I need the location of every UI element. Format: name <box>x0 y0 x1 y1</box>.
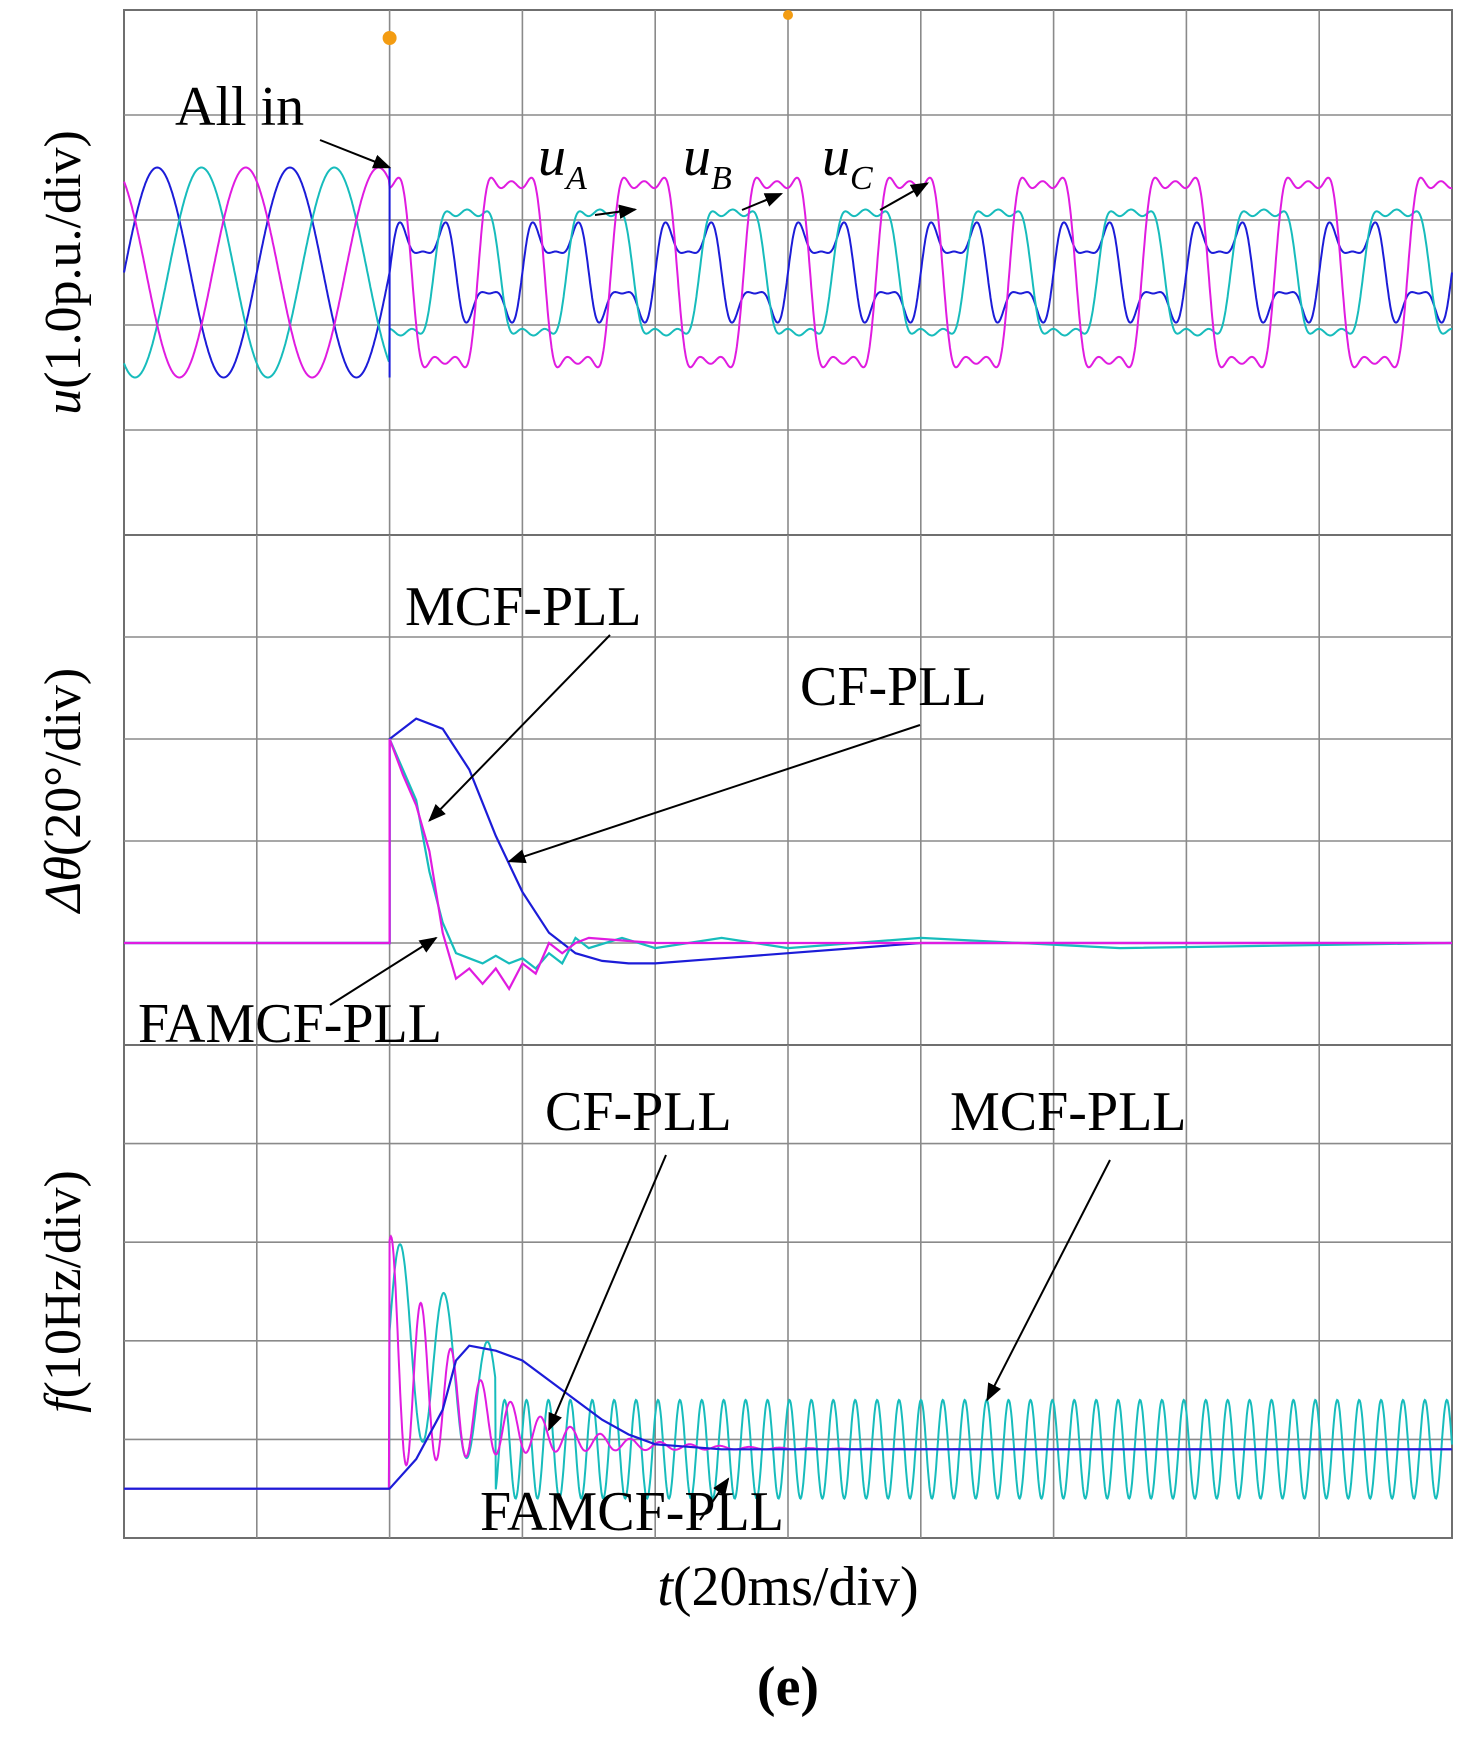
annotation-arrow <box>699 1477 730 1521</box>
trace-uA <box>123 166 1453 379</box>
y-axis-label-voltage: u(1.0p.u./div) <box>35 130 92 415</box>
panel-grid-phase_error <box>123 534 1453 1046</box>
annotation-arrow <box>879 182 930 211</box>
annotation-label-mcf-pll: MCF-PLL <box>950 1081 1187 1143</box>
trace-uB <box>123 166 1452 379</box>
axis-labels: u(1.0p.u./div) Δθ(20°/div) f(10Hz/div) t(20… <box>35 130 919 1718</box>
trigger-marker-icon <box>382 31 397 45</box>
y-axis-label-phase_error: Δθ(20°/div) <box>35 668 92 914</box>
annotation-label-mcf-pll: MCF-PLL <box>405 576 642 638</box>
annotation-arrow <box>741 192 784 211</box>
trace-uC <box>123 166 1453 379</box>
figure-caption: (e) <box>757 1656 819 1718</box>
trace-famcf-pll <box>124 738 1452 992</box>
annotation-label-u: uC <box>822 126 873 197</box>
scope-annotations: All in uA uB uC MCF-PLL CF-PLL FAMCF-PLL CF-PLL… <box>138 76 1187 1543</box>
scope-traces <box>123 10 1453 1500</box>
annotation-arrow <box>548 1154 667 1432</box>
trace-cf-pll <box>124 1344 1452 1490</box>
trace-mcf-pll <box>124 738 1453 971</box>
annotation-label-u: uB <box>683 126 732 197</box>
annotation-arrow <box>594 204 638 219</box>
annotation-arrow <box>428 634 611 822</box>
annotation-label-cf-pll: CF-PLL <box>800 656 987 718</box>
annotation-arrow <box>319 139 392 169</box>
trigger-marker-icon <box>783 10 793 20</box>
annotation-arrow <box>329 936 438 1006</box>
annotation-label-cf-pll: CF-PLL <box>545 1081 732 1143</box>
annotation-label-u: uA <box>538 126 587 197</box>
annotation-label-famcf-pll: FAMCF-PLL <box>480 1481 784 1543</box>
annotation-arrow <box>507 724 921 864</box>
scope-grids <box>123 9 1453 1539</box>
panel-grid-frequency <box>123 1044 1453 1539</box>
x-axis-label: t(20ms/div) <box>657 1556 918 1618</box>
annotation-label-famcf-pll: FAMCF-PLL <box>138 993 442 1055</box>
annotation-arrow <box>986 1159 1111 1402</box>
y-axis-label-frequency: f(10Hz/div) <box>35 1170 92 1413</box>
annotation-label-all-in: All in <box>175 76 304 138</box>
